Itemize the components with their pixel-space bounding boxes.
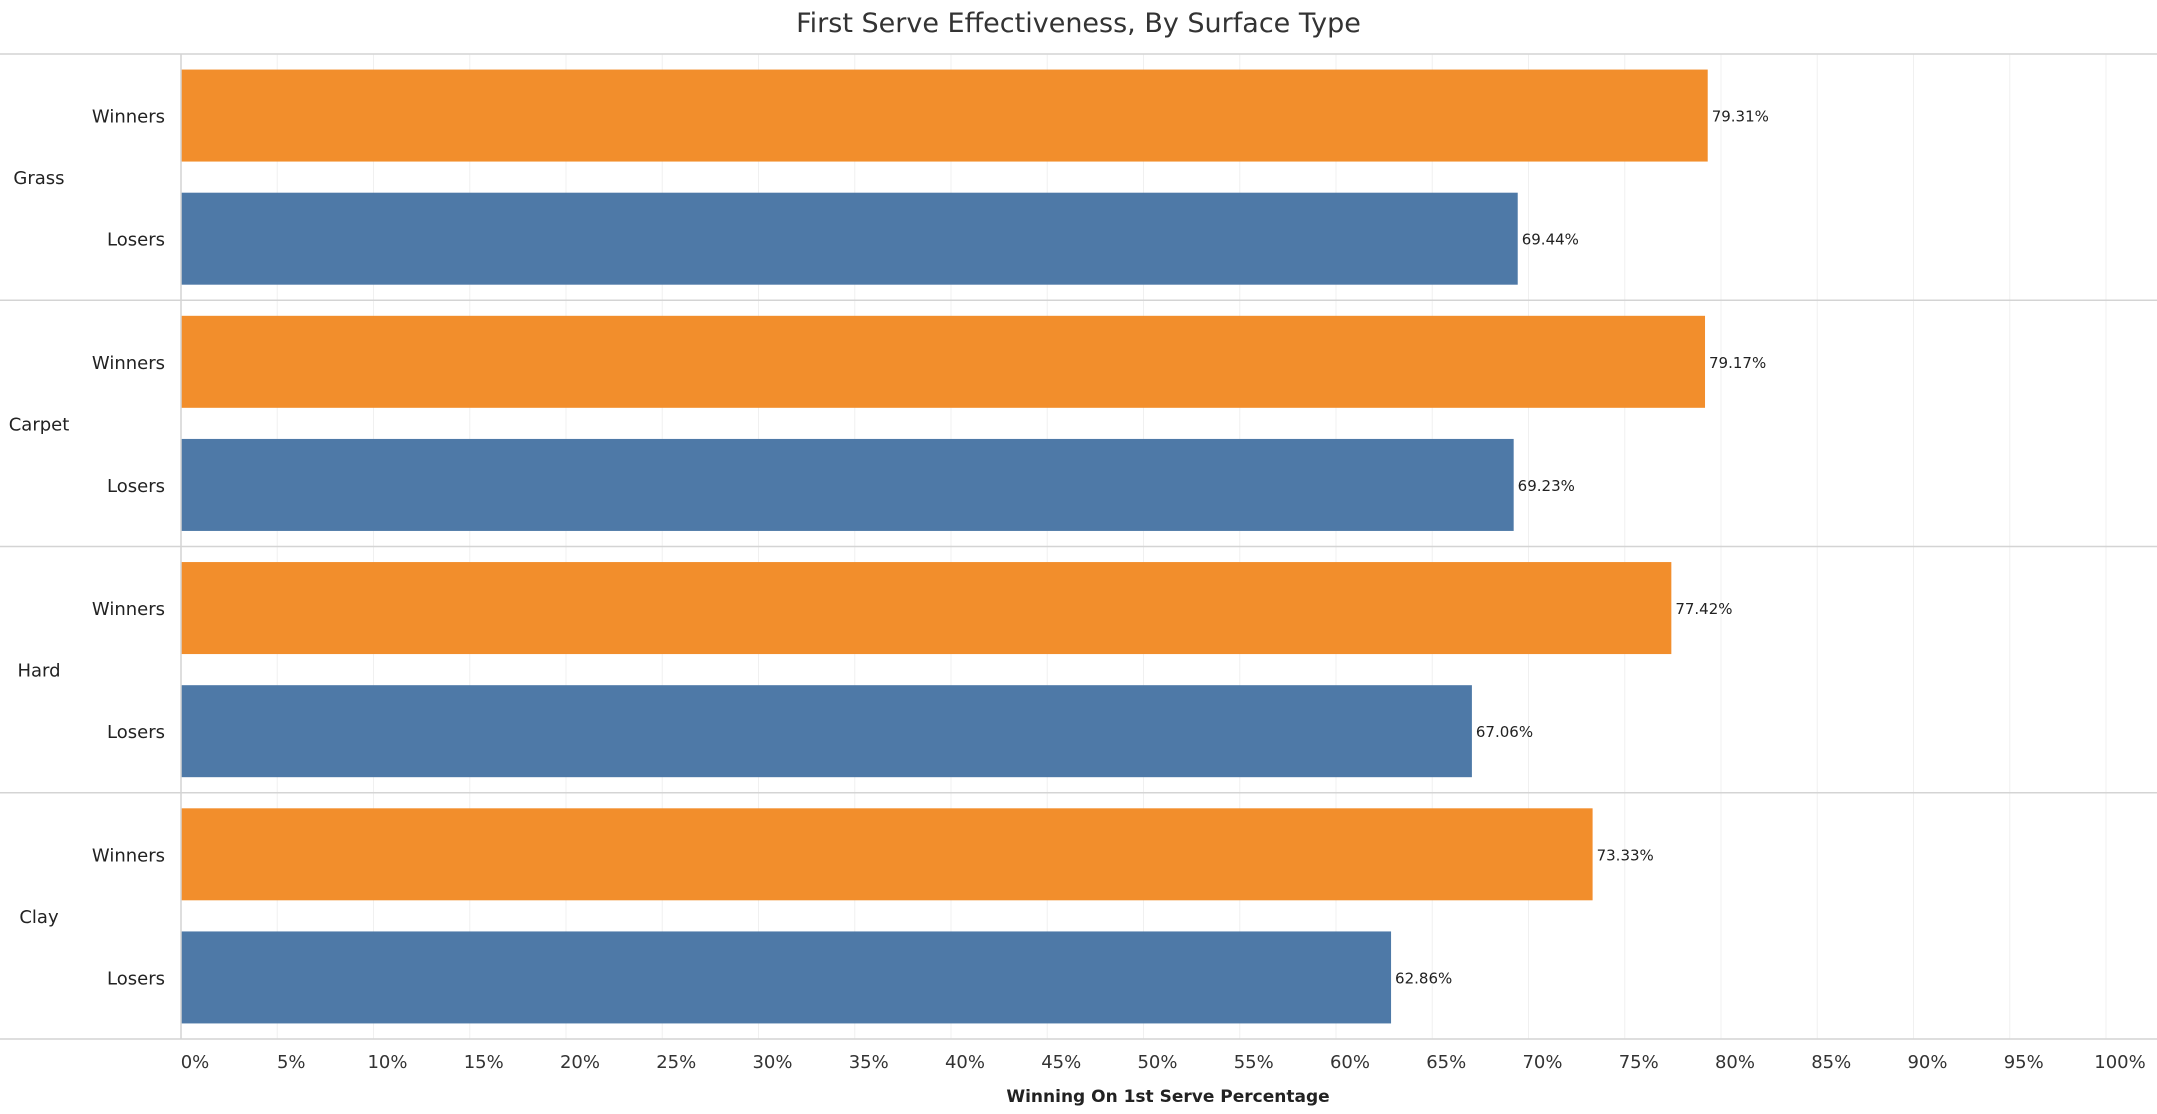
bar-hard-winners bbox=[181, 562, 1672, 655]
data-label: 79.17% bbox=[1709, 354, 1766, 372]
surface-label: Hard bbox=[17, 661, 60, 682]
x-tick-label: 70% bbox=[1522, 1052, 1562, 1073]
x-tick-label: 75% bbox=[1619, 1052, 1659, 1073]
bar-hard-losers bbox=[181, 685, 1472, 778]
x-tick-label: 20% bbox=[560, 1052, 600, 1073]
bar-grass-losers bbox=[181, 192, 1518, 285]
chart-title: First Serve Effectiveness, By Surface Ty… bbox=[796, 8, 1361, 39]
x-tick-label: 15% bbox=[464, 1052, 504, 1073]
x-tick-label: 5% bbox=[277, 1052, 306, 1073]
x-tick-label: 85% bbox=[1811, 1052, 1851, 1073]
x-tick-label: 45% bbox=[1041, 1052, 1081, 1073]
x-tick-label: 80% bbox=[1715, 1052, 1755, 1073]
bar-layer bbox=[181, 69, 1708, 1024]
x-tick-label: 30% bbox=[752, 1052, 792, 1073]
surface-label: Carpet bbox=[9, 414, 70, 435]
surface-label: Grass bbox=[13, 168, 64, 189]
data-label: 62.86% bbox=[1395, 969, 1452, 987]
bar-grass-winners bbox=[181, 69, 1708, 162]
row-label: Losers bbox=[107, 476, 165, 497]
x-tick-label: 60% bbox=[1330, 1052, 1370, 1073]
x-tick-label: 95% bbox=[2004, 1052, 2044, 1073]
bar-carpet-losers bbox=[181, 438, 1514, 531]
row-label: Winners bbox=[92, 599, 165, 620]
row-label: Winners bbox=[92, 107, 165, 128]
x-tick-label: 55% bbox=[1234, 1052, 1274, 1073]
x-tick-label: 65% bbox=[1426, 1052, 1466, 1073]
x-tick-label: 10% bbox=[367, 1052, 407, 1073]
data-label: 77.42% bbox=[1675, 600, 1732, 618]
row-label: Losers bbox=[107, 230, 165, 251]
data-label: 69.23% bbox=[1518, 477, 1575, 495]
x-tick-label: 100% bbox=[2094, 1052, 2145, 1073]
surface-label: Clay bbox=[19, 907, 59, 928]
x-axis-title: Winning On 1st Serve Percentage bbox=[1006, 1087, 1329, 1107]
row-label: Winners bbox=[92, 353, 165, 374]
x-tick-label: 90% bbox=[1907, 1052, 1947, 1073]
axis-layer: 0% 5% 10% 15% 20% 25% 30% 35% 40% 45% 50% 55% 60% 65%… bbox=[180, 54, 2146, 1107]
label-layer: Grass Winners 79.31% Losers 69.44% Carpet Winn… bbox=[9, 107, 1769, 990]
x-tick-label: 35% bbox=[849, 1052, 889, 1073]
row-label: Losers bbox=[107, 968, 165, 989]
data-label: 73.33% bbox=[1597, 846, 1654, 864]
bar-carpet-winners bbox=[181, 315, 1706, 408]
data-label: 79.31% bbox=[1712, 108, 1769, 126]
data-label: 67.06% bbox=[1476, 723, 1533, 741]
bar-clay-winners bbox=[181, 808, 1593, 901]
x-tick-label: 40% bbox=[945, 1052, 985, 1073]
data-label: 69.44% bbox=[1522, 231, 1579, 249]
x-tick-label: 25% bbox=[656, 1052, 696, 1073]
bar-clay-losers bbox=[181, 931, 1392, 1024]
row-label: Winners bbox=[92, 845, 165, 866]
row-label: Losers bbox=[107, 722, 165, 743]
band-layer bbox=[0, 53, 2157, 1040]
x-tick-label: 50% bbox=[1137, 1052, 1177, 1073]
x-tick-label: 0% bbox=[181, 1052, 210, 1073]
